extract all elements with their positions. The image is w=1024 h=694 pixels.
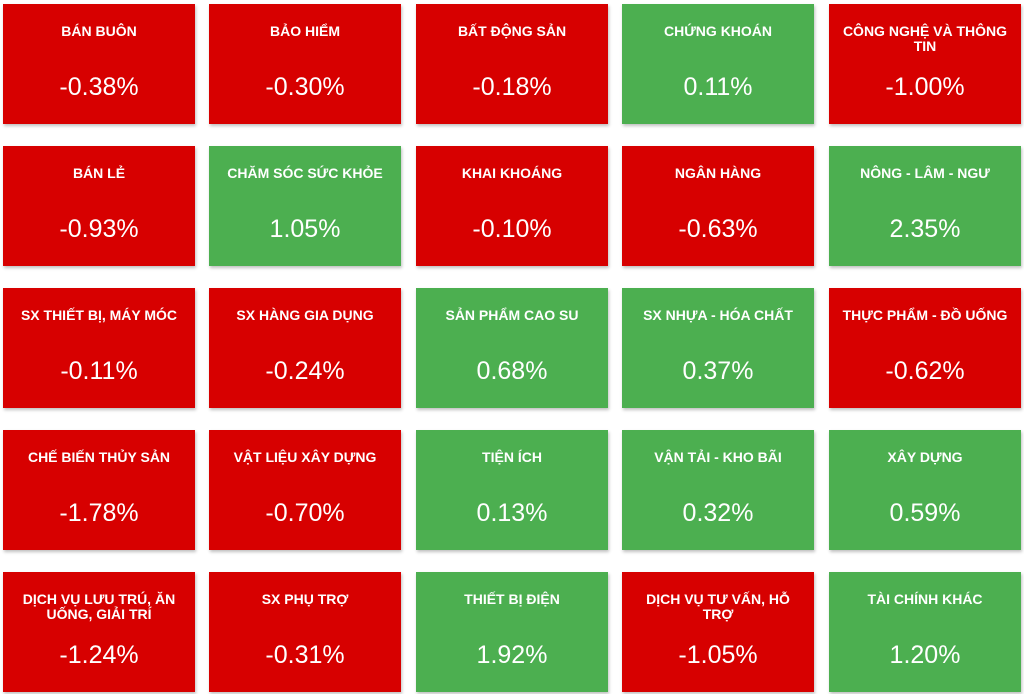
sector-name: XÂY DỰNG: [887, 449, 963, 465]
sector-tile[interactable]: CHẾ BIẾN THỦY SẢN -1.78%: [3, 430, 195, 550]
sector-change: 0.32%: [682, 499, 754, 527]
sector-tile[interactable]: VẬN TẢI - KHO BÃI 0.32%: [622, 430, 814, 550]
sector-name: BÁN LẺ: [72, 165, 126, 181]
sector-name: DỊCH VỤ TƯ VẤN, HỖ TRỢ: [646, 591, 790, 622]
sector-change: -0.63%: [678, 215, 758, 243]
sector-tile[interactable]: SX HÀNG GIA DỤNG -0.24%: [209, 288, 401, 408]
sector-name: SX NHỰA - HÓA CHẤT: [643, 307, 793, 323]
sector-name: CHỨNG KHOÁN: [663, 23, 773, 39]
sector-change: 0.11%: [683, 73, 753, 101]
sector-change: -0.24%: [265, 357, 345, 385]
sector-name: VẬN TẢI - KHO BÃI: [654, 449, 782, 465]
sector-change: 2.35%: [889, 215, 961, 243]
sector-tile[interactable]: SX PHỤ TRỢ -0.31%: [209, 572, 401, 692]
sector-name: THỰC PHẨM - ĐỒ UỐNG: [842, 307, 1008, 323]
sector-change: 0.13%: [476, 499, 548, 527]
sector-name: TIỆN ÍCH: [482, 449, 542, 465]
sector-name: THIẾT BỊ ĐIỆN: [464, 591, 560, 607]
sector-name: TÀI CHÍNH KHÁC: [867, 591, 983, 607]
sector-tile[interactable]: NÔNG - LÂM - NGƯ 2.35%: [829, 146, 1021, 266]
sector-name: NGÂN HÀNG: [674, 165, 762, 181]
sector-name: CHĂM SÓC SỨC KHỎE: [227, 165, 383, 181]
sector-tile[interactable]: KHAI KHOÁNG -0.10%: [416, 146, 608, 266]
sector-tile[interactable]: TÀI CHÍNH KHÁC 1.20%: [829, 572, 1021, 692]
sector-tile[interactable]: VẬT LIỆU XÂY DỰNG -0.70%: [209, 430, 401, 550]
sector-name: BẤT ĐỘNG SẢN: [457, 23, 567, 39]
sector-tile[interactable]: BÁN LẺ -0.93%: [3, 146, 195, 266]
sector-change: -1.24%: [59, 641, 139, 669]
sector-tile[interactable]: XÂY DỰNG 0.59%: [829, 430, 1021, 550]
sector-change: -1.00%: [885, 73, 965, 101]
sector-tile[interactable]: SX THIẾT BỊ, MÁY MÓC -0.11%: [3, 288, 195, 408]
sector-tile[interactable]: SẢN PHẨM CAO SU 0.68%: [416, 288, 608, 408]
sector-name: CHẾ BIẾN THỦY SẢN: [27, 449, 171, 465]
sector-change: 0.37%: [682, 357, 754, 385]
sector-change: 1.20%: [889, 641, 961, 669]
sector-tile[interactable]: BẢO HIỂM -0.30%: [209, 4, 401, 124]
sector-tile[interactable]: CÔNG NGHỆ VÀ THÔNG TIN -1.00%: [829, 4, 1021, 124]
sector-name: CÔNG NGHỆ VÀ THÔNG TIN: [842, 23, 1008, 54]
sector-tile[interactable]: THỰC PHẨM - ĐỒ UỐNG -0.62%: [829, 288, 1021, 408]
sector-change: -0.10%: [472, 215, 552, 243]
sector-change: 1.92%: [476, 641, 548, 669]
sector-change: -1.05%: [678, 641, 758, 669]
sector-change: -0.18%: [472, 73, 552, 101]
sector-tile[interactable]: DỊCH VỤ LƯU TRÚ, ĂN UỐNG, GIẢI TRÍ -1.24…: [3, 572, 195, 692]
sector-name: NÔNG - LÂM - NGƯ: [860, 165, 990, 181]
sector-tile[interactable]: TIỆN ÍCH 0.13%: [416, 430, 608, 550]
sector-tile[interactable]: DỊCH VỤ TƯ VẤN, HỖ TRỢ -1.05%: [622, 572, 814, 692]
sector-change: -0.62%: [885, 357, 965, 385]
sector-change: -1.78%: [59, 499, 139, 527]
sector-name: BÁN BUÔN: [61, 23, 137, 39]
sector-change: -0.31%: [265, 641, 345, 669]
sector-name: BẢO HIỂM: [270, 23, 340, 39]
sector-change: -0.93%: [59, 215, 139, 243]
sector-tile[interactable]: BẤT ĐỘNG SẢN -0.18%: [416, 4, 608, 124]
sector-name: KHAI KHOÁNG: [461, 165, 563, 181]
sector-name: DỊCH VỤ LƯU TRÚ, ĂN UỐNG, GIẢI TRÍ: [22, 591, 176, 622]
sector-name: VẬT LIỆU XÂY DỰNG: [233, 449, 377, 465]
sector-name: SX THIẾT BỊ, MÁY MÓC: [20, 307, 178, 323]
sector-change: -0.38%: [59, 73, 139, 101]
sector-name: SẢN PHẨM CAO SU: [445, 307, 579, 323]
sector-name: SX HÀNG GIA DỤNG: [236, 307, 374, 323]
sector-name: SX PHỤ TRỢ: [261, 591, 349, 607]
sector-tile[interactable]: CHỨNG KHOÁN 0.11%: [622, 4, 814, 124]
sector-change: 1.05%: [269, 215, 341, 243]
sector-tile[interactable]: NGÂN HÀNG -0.63%: [622, 146, 814, 266]
sector-change: -0.70%: [265, 499, 345, 527]
sector-change: -0.11%: [60, 357, 138, 385]
sector-change: 0.59%: [889, 499, 961, 527]
sector-tile[interactable]: SX NHỰA - HÓA CHẤT 0.37%: [622, 288, 814, 408]
sector-tile[interactable]: THIẾT BỊ ĐIỆN 1.92%: [416, 572, 608, 692]
sector-tile[interactable]: CHĂM SÓC SỨC KHỎE 1.05%: [209, 146, 401, 266]
sector-tile[interactable]: BÁN BUÔN -0.38%: [3, 4, 195, 124]
sector-change: 0.68%: [476, 357, 548, 385]
sector-change: -0.30%: [265, 73, 345, 101]
